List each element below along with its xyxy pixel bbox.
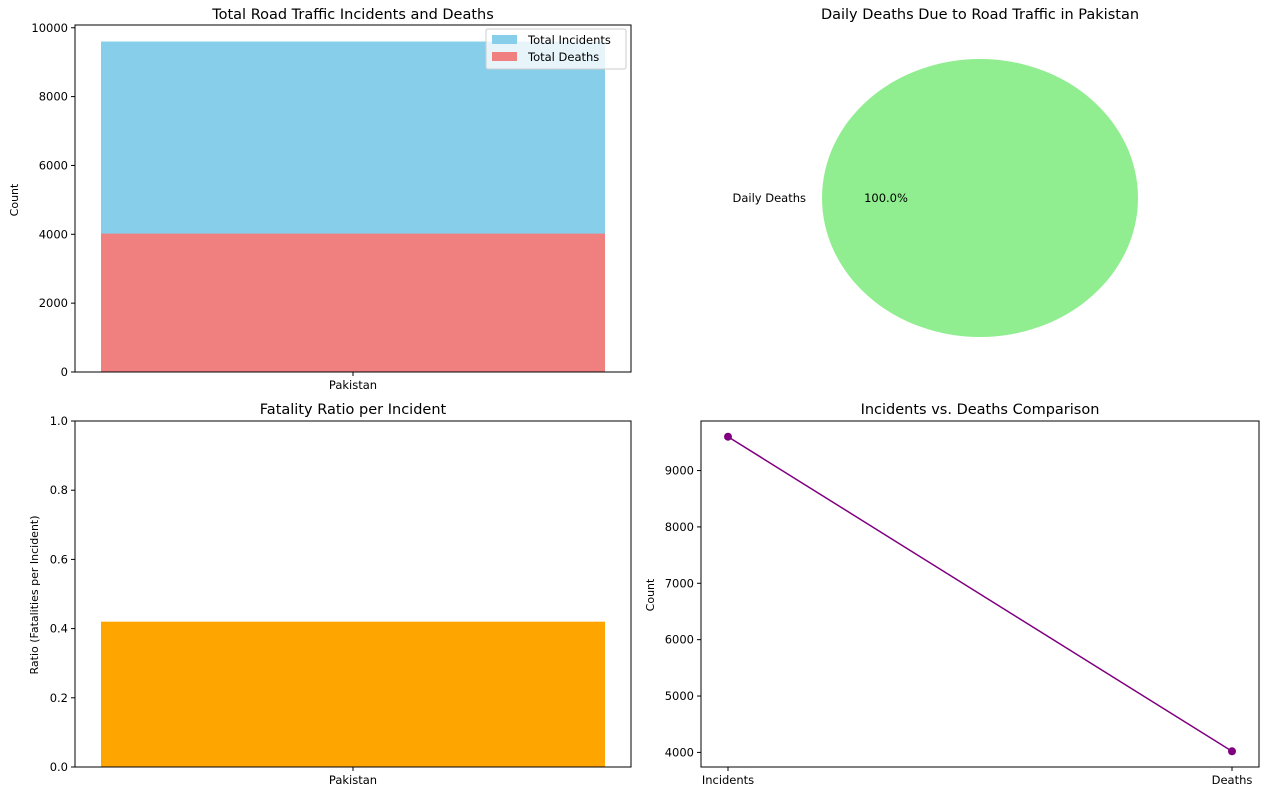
chart1-x-ticks: Pakistan — [329, 372, 377, 392]
y-tick-label: 9000 — [665, 464, 694, 478]
chart-incidents-deaths: Total Road Traffic Incidents and Deaths … — [8, 7, 632, 392]
legend-frame — [485, 28, 627, 70]
y-tick-label: 4000 — [39, 227, 68, 241]
chart2-title: Daily Deaths Due to Road Traffic in Paki… — [821, 7, 1139, 23]
bar-fatality-ratio — [101, 621, 605, 767]
x-tick-label: Deaths — [1212, 773, 1253, 787]
y-tick-label: 10000 — [31, 21, 68, 35]
chart-daily-deaths-pie: Daily Deaths Due to Road Traffic in Paki… — [732, 7, 1139, 337]
legend-label-incidents: Total Incidents — [527, 33, 611, 47]
x-tick-label: Pakistan — [329, 773, 377, 787]
y-tick-label: 5000 — [665, 689, 694, 703]
y-tick-label: 0.8 — [50, 483, 68, 497]
y-tick-label: 8000 — [665, 520, 694, 534]
y-tick-label: 4000 — [665, 745, 694, 759]
chart4-x-ticks: Incidents Deaths — [702, 767, 1253, 787]
chart4-y-ticks: 4000 5000 6000 7000 8000 9000 — [665, 464, 701, 759]
point-deaths — [1228, 747, 1236, 756]
chart-fatality-ratio: Fatality Ratio per Incident 0.0 0.2 0.4 0.6… — [28, 402, 632, 787]
y-tick-label: 6000 — [665, 633, 694, 647]
y-tick-label: 0.6 — [50, 552, 68, 566]
chart4-title: Incidents vs. Deaths Comparison — [861, 402, 1100, 418]
x-tick-label: Pakistan — [329, 378, 377, 392]
chart-incidents-vs-deaths: Incidents vs. Deaths Comparison 4000 5000… — [644, 402, 1260, 787]
pie-slice-daily-deaths — [822, 59, 1138, 337]
chart4-plot — [724, 432, 1236, 756]
y-tick-label: 0 — [61, 365, 68, 379]
y-tick-label: 8000 — [39, 90, 68, 104]
y-tick-label: 0.0 — [50, 760, 68, 774]
y-tick-label: 2000 — [39, 296, 68, 310]
chart3-title: Fatality Ratio per Incident — [260, 402, 447, 418]
point-incidents — [724, 432, 732, 441]
chart3-y-label: Ratio (Fatalities per Incident) — [28, 515, 41, 674]
chart4-axes-frame — [700, 420, 1260, 768]
chart4-y-label: Count — [644, 578, 657, 611]
chart1-title: Total Road Traffic Incidents and Deaths — [211, 7, 494, 23]
chart1-legend: Total Incidents Total Deaths — [485, 28, 627, 70]
x-tick-label: Incidents — [702, 773, 754, 787]
legend-swatch-incidents — [492, 35, 517, 44]
y-tick-label: 0.4 — [50, 622, 68, 636]
chart1-y-label: Count — [8, 183, 21, 216]
legend-label-deaths: Total Deaths — [527, 50, 599, 64]
pie-pct-label: 100.0% — [864, 191, 908, 205]
chart1-bars — [101, 41, 605, 373]
y-tick-label: 6000 — [39, 158, 68, 172]
y-tick-label: 1.0 — [50, 414, 68, 428]
bar-total-deaths — [101, 233, 605, 372]
chart1-y-ticks: 0 2000 4000 6000 8000 10000 — [31, 21, 75, 379]
chart3-bars — [101, 621, 605, 767]
line-series — [727, 436, 1233, 752]
y-tick-label: 7000 — [665, 576, 694, 590]
pie-label-daily-deaths: Daily Deaths — [732, 191, 806, 205]
chart3-y-ticks: 0.0 0.2 0.4 0.6 0.8 1.0 — [50, 414, 75, 774]
legend-swatch-deaths — [492, 52, 517, 61]
y-tick-label: 0.2 — [50, 691, 68, 705]
chart3-x-ticks: Pakistan — [329, 767, 377, 787]
